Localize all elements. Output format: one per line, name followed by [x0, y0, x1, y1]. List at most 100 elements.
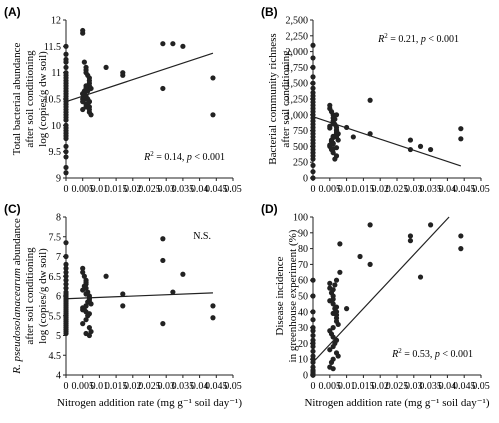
y-tick-label: 50 [298, 292, 308, 303]
data-point [344, 306, 350, 312]
y-tick-label: 500 [293, 142, 308, 153]
y-tick-label: 7.5 [49, 232, 62, 243]
x-tick-label: 0.015 [105, 381, 128, 392]
data-point [63, 261, 69, 267]
x-tick-label: 0.03 [157, 381, 175, 392]
data-point [63, 285, 69, 291]
data-point [310, 169, 316, 175]
y-tick-label: 4.5 [49, 351, 62, 362]
data-point [63, 117, 69, 123]
y-axis-label: log (copies/g dw soil) [37, 51, 49, 147]
data-point [63, 170, 69, 176]
data-point [180, 271, 186, 277]
data-point [81, 273, 87, 279]
regression-line [65, 292, 213, 300]
y-tick-label: 2,500 [286, 16, 309, 27]
regression-line [65, 52, 214, 103]
data-point [310, 293, 316, 299]
x-tick-label: 0 [64, 381, 69, 392]
y-axis-label: Disease incidence [274, 256, 286, 335]
x-tick-label: 0.025 [386, 381, 409, 392]
data-point [63, 240, 69, 246]
data-point [63, 43, 69, 49]
data-point [330, 334, 336, 340]
y-tick-label: 12 [51, 16, 61, 27]
y-tick-label: 4 [56, 371, 61, 382]
x-tick-label: 0.02 [371, 184, 389, 195]
y-axis-label: R. pseudosolanacearum abundance [11, 218, 23, 375]
y-axis-label: after soil conditioning [24, 247, 36, 345]
data-point [350, 134, 356, 140]
data-point [327, 280, 333, 286]
data-point [63, 277, 69, 283]
data-point [88, 328, 94, 335]
data-point [210, 303, 216, 309]
data-point [85, 299, 91, 305]
data-point [327, 298, 333, 304]
y-tick-label: 80 [298, 244, 308, 255]
data-point [85, 313, 91, 319]
data-point [310, 85, 316, 91]
data-point [160, 85, 166, 92]
stats-annotation: R2 = 0.21, p < 0.001 [377, 32, 459, 45]
y-tick-label: 70 [298, 260, 308, 271]
x-tick-label: 0.01 [338, 381, 356, 392]
data-point [63, 51, 69, 57]
y-tick-label: 0 [303, 174, 308, 185]
x-tick-label: 0.035 [172, 381, 195, 392]
x-tick-label: 0.04 [439, 381, 457, 392]
y-tick-label: 40 [298, 307, 308, 318]
data-point [330, 287, 336, 293]
data-point [83, 85, 89, 92]
y-tick-label: 100 [293, 213, 308, 224]
x-tick-label: 0.015 [352, 381, 375, 392]
y-tick-label: 5 [56, 331, 61, 342]
data-point [310, 55, 316, 61]
data-point [63, 265, 69, 271]
data-point [417, 274, 424, 280]
y-tick-label: 1,750 [286, 63, 309, 74]
data-point [330, 343, 336, 350]
stats-annotation: R2 = 0.53, p < 0.001 [391, 347, 473, 360]
data-point [333, 304, 340, 310]
data-point [330, 301, 336, 307]
data-point [63, 64, 69, 70]
y-tick-label: 11 [51, 68, 61, 79]
x-tick-label: 0.01 [91, 184, 109, 195]
y-tick-label: 0 [303, 371, 308, 382]
x-tick-label: 0.04 [191, 381, 209, 392]
x-tick-label: 0.045 [453, 381, 476, 392]
data-point [103, 64, 109, 70]
data-point [310, 80, 316, 86]
x-tick-label: 0.025 [138, 184, 161, 195]
data-point [367, 97, 373, 103]
data-point [80, 269, 86, 275]
data-point [310, 277, 316, 283]
x-tick-label: 0 [64, 184, 69, 195]
y-tick-label: 60 [298, 276, 308, 287]
x-tick-label: 0.035 [419, 381, 442, 392]
data-point [310, 348, 316, 354]
data-point [170, 289, 176, 295]
data-point [310, 309, 316, 315]
y-tick-label: 6.5 [49, 272, 62, 283]
data-point [327, 125, 333, 131]
x-tick-label: 0 [311, 184, 316, 195]
data-point [170, 41, 176, 47]
x-axis-label: Nitrogen addition rate (mg g⁻¹ soil day⁻… [57, 397, 242, 409]
data-point [407, 238, 414, 244]
data-point [458, 246, 464, 252]
data-point [180, 43, 186, 49]
x-tick-label: 0.02 [371, 381, 389, 392]
data-point [63, 135, 69, 142]
y-tick-label: 8 [56, 213, 61, 224]
x-tick-label: 0.035 [172, 184, 195, 195]
data-point [327, 347, 333, 353]
data-point [63, 253, 69, 260]
data-point [458, 136, 464, 142]
y-tick-label: 10.5 [44, 95, 62, 106]
x-tick-label: 0.01 [338, 184, 356, 195]
data-point [333, 145, 340, 151]
data-point [367, 261, 373, 267]
